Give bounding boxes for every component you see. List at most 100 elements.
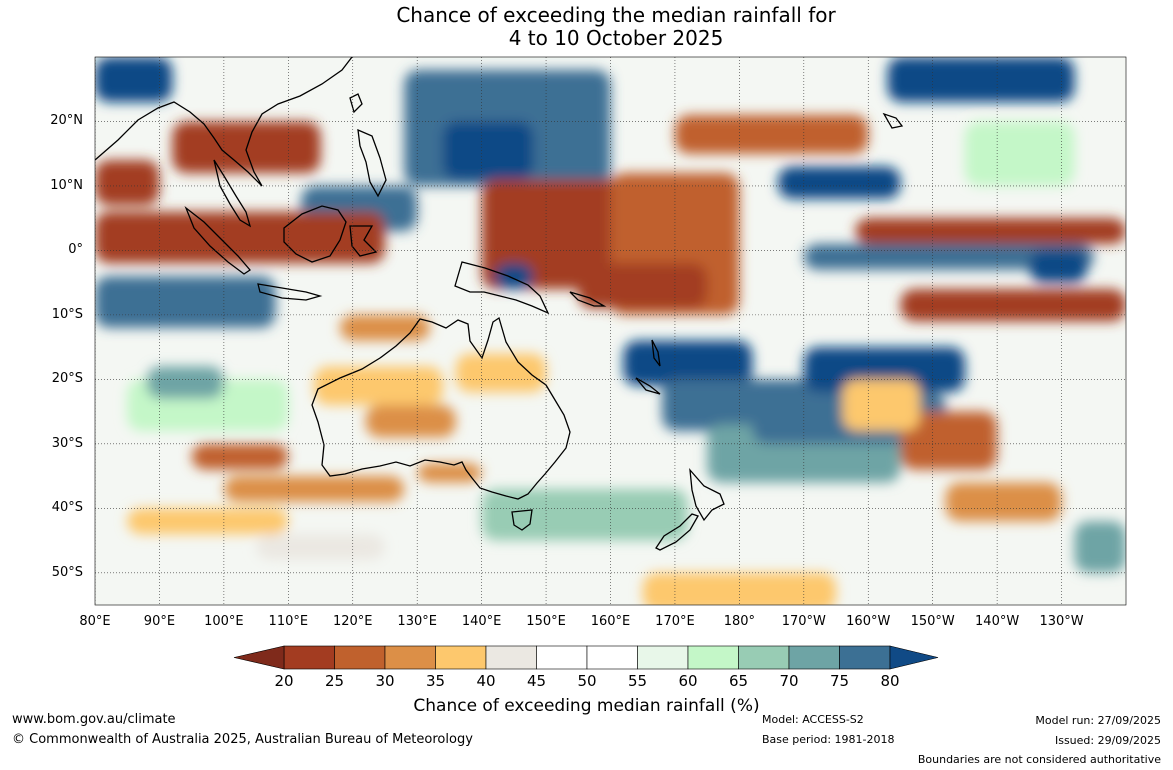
colorbar-low-extension [233, 645, 285, 670]
new-zealand-south-coastline [655, 513, 699, 551]
rainfall-region-29 [191, 443, 289, 470]
colorbar-swatch [384, 645, 436, 670]
asia-mainland-coastline [95, 57, 353, 187]
rainfall-region-30 [223, 476, 405, 502]
rainfall-region-4 [887, 57, 1075, 103]
vanuatu-coastline [651, 339, 661, 367]
rainfall-region-25 [339, 314, 431, 341]
rainfall-region-7 [1029, 250, 1088, 283]
rainfall-region-6 [803, 243, 1094, 270]
title-line-2: 4 to 10 October 2025 [508, 26, 724, 50]
malay-peninsula-coastline [213, 159, 252, 228]
colorbar-tick: 40 [476, 672, 496, 690]
lon-label: 100°E [204, 614, 244, 629]
rainfall-region-35 [945, 482, 1062, 522]
colorbar-tick: 25 [324, 672, 345, 690]
philippines-coastline [357, 128, 387, 198]
rainfall-region-41 [964, 121, 1075, 186]
hawaii-coastline [882, 112, 904, 129]
website-link[interactable]: www.bom.gov.au/climate [12, 712, 176, 727]
lat-label: 20°N [50, 113, 83, 129]
lon-label: 130°E [397, 614, 437, 629]
lat-label: 30°S [51, 435, 83, 451]
rainfall-region-28 [455, 353, 547, 393]
new-zealand-north-coastline [689, 468, 725, 522]
rainfall-region-15 [900, 289, 1126, 322]
rainfall-region-23 [803, 347, 965, 393]
rainfall-region-39 [146, 366, 224, 399]
lat-label: 10°S [51, 306, 83, 322]
lon-label: 110°E [268, 614, 309, 629]
colorbar-tick: 80 [880, 672, 900, 690]
colorbar-swatch [536, 645, 588, 670]
lon-label: 90°E [143, 614, 176, 629]
rainfall-region-27 [365, 405, 456, 438]
lat-label: 20°S [51, 371, 83, 387]
solomon-islands-coastline [569, 291, 607, 307]
copyright-text: © Commonwealth of Australia 2025, Austra… [12, 732, 473, 747]
rainfall-region-8 [95, 160, 160, 206]
java-coastline [257, 283, 323, 301]
colorbar-swatch [586, 645, 638, 670]
colorbar-swatch [485, 645, 537, 670]
lon-label: 130°W [1039, 614, 1084, 629]
lon-label: 170°W [781, 614, 826, 629]
tasmania-coastline [511, 509, 533, 531]
model-run-date: Model run: 27/09/2025 [1035, 714, 1161, 727]
rainfall-region-0 [95, 57, 173, 103]
lon-label: 140°E [461, 614, 502, 629]
colorbar-high-extension [889, 645, 939, 670]
lat-label: 10°N [50, 177, 83, 193]
colorbar-swatch [637, 645, 689, 670]
lon-label: 150°W [910, 614, 955, 629]
lon-label: 120°E [332, 614, 373, 629]
coastlines [95, 57, 904, 551]
rainfall-region-37 [481, 488, 688, 541]
base-period: Base period: 1981-2018 [762, 733, 895, 746]
taiwan-coastline [349, 93, 363, 114]
model-name: Model: ACCESS-S2 [762, 713, 864, 726]
colorbar-tick: 45 [526, 672, 547, 690]
colorbar-tick: 35 [425, 672, 446, 690]
new-guinea-coastline [454, 261, 550, 315]
borneo-coastline [283, 205, 347, 263]
sumatra-coastline [184, 206, 251, 275]
rainfall-region-42 [256, 534, 385, 560]
graticule [95, 57, 1126, 605]
rainfall-region-20 [623, 340, 753, 386]
colorbar-swatch [738, 645, 790, 670]
title-line-1: Chance of exceeding the median rainfall … [396, 3, 836, 27]
colorbar-tick: 30 [375, 672, 395, 690]
colorbar [233, 645, 939, 670]
rainfall-region-26 [314, 366, 443, 406]
map-frame [94, 56, 1127, 606]
map-title: Chance of exceeding the median rainfall … [0, 4, 1173, 50]
rainfall-region-36 [642, 572, 837, 605]
lon-label: 170°E [655, 614, 695, 629]
lon-label: 160°W [846, 614, 891, 629]
colorbar-swatch [435, 645, 487, 670]
rainfall-region-40 [1074, 521, 1126, 573]
colorbar-tick: 50 [577, 672, 597, 690]
lat-label: 40°S [51, 500, 83, 516]
colorbar-swatch [687, 645, 739, 670]
rainfall-region-32 [417, 463, 482, 483]
rainfall-region-18 [95, 276, 276, 328]
colorbar-tick: 60 [678, 672, 698, 690]
issued-date: Issued: 29/09/2025 [1054, 734, 1161, 747]
colorbar-tick: 75 [829, 672, 850, 690]
australia-coastline [311, 316, 571, 500]
rainfall-region-16 [674, 115, 869, 154]
rainfall-region-5 [778, 166, 901, 199]
lon-label: 150°E [526, 614, 566, 629]
colorbar-swatch [788, 645, 840, 670]
lat-label: 50°S [51, 564, 83, 580]
colorbar-tick: 65 [728, 672, 749, 690]
rainfall-region-33 [900, 411, 998, 470]
colorbar-tick: 55 [627, 672, 648, 690]
lon-label: 180° [723, 614, 756, 629]
colorbar-title: Chance of exceeding median rainfall (%) [413, 696, 760, 716]
colorbar-swatch [839, 645, 891, 670]
lon-label: 80°E [79, 614, 111, 629]
